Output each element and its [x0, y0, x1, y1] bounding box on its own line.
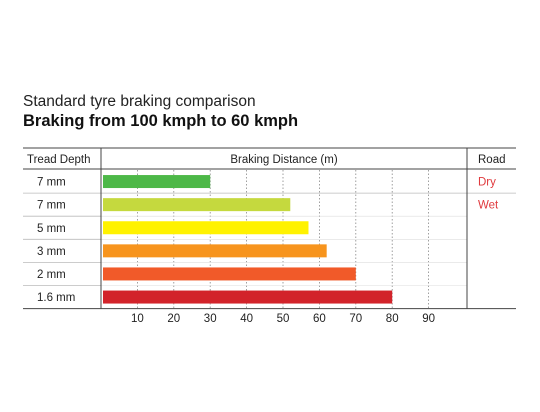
tread-depth-label: 7 mm — [37, 200, 66, 212]
x-tick-label: 90 — [422, 313, 435, 325]
header-road: Road — [478, 154, 506, 166]
x-tick-label: 10 — [131, 313, 144, 325]
x-tick-label: 30 — [204, 313, 217, 325]
braking-bar — [103, 244, 327, 258]
chart-subtitle: Standard tyre braking comparison — [23, 93, 256, 110]
x-tick-label: 80 — [386, 313, 399, 325]
road-label: Wet — [478, 200, 499, 212]
braking-bar — [103, 290, 393, 304]
braking-bar — [103, 221, 309, 235]
braking-bar — [103, 198, 291, 212]
tread-depth-label: 1.6 mm — [37, 292, 75, 304]
header-tread-depth: Tread Depth — [27, 154, 91, 166]
tread-depth-label: 7 mm — [37, 177, 66, 189]
braking-bar — [103, 267, 356, 281]
chart-title: Braking from 100 kmph to 60 kmph — [23, 112, 299, 130]
x-tick-label: 40 — [240, 313, 253, 325]
tread-depth-label: 2 mm — [37, 269, 66, 281]
road-label: Dry — [478, 177, 496, 189]
x-tick-label: 60 — [313, 313, 326, 325]
x-tick-label: 70 — [349, 313, 362, 325]
x-tick-label: 50 — [277, 313, 290, 325]
chart-title-block: Standard tyre braking comparison Braking… — [23, 92, 298, 131]
header-braking-distance: Braking Distance (m) — [230, 154, 338, 166]
x-tick-label: 20 — [167, 313, 180, 325]
tread-depth-label: 5 mm — [37, 223, 66, 235]
braking-bar — [103, 175, 211, 189]
tread-depth-label: 3 mm — [37, 246, 66, 258]
